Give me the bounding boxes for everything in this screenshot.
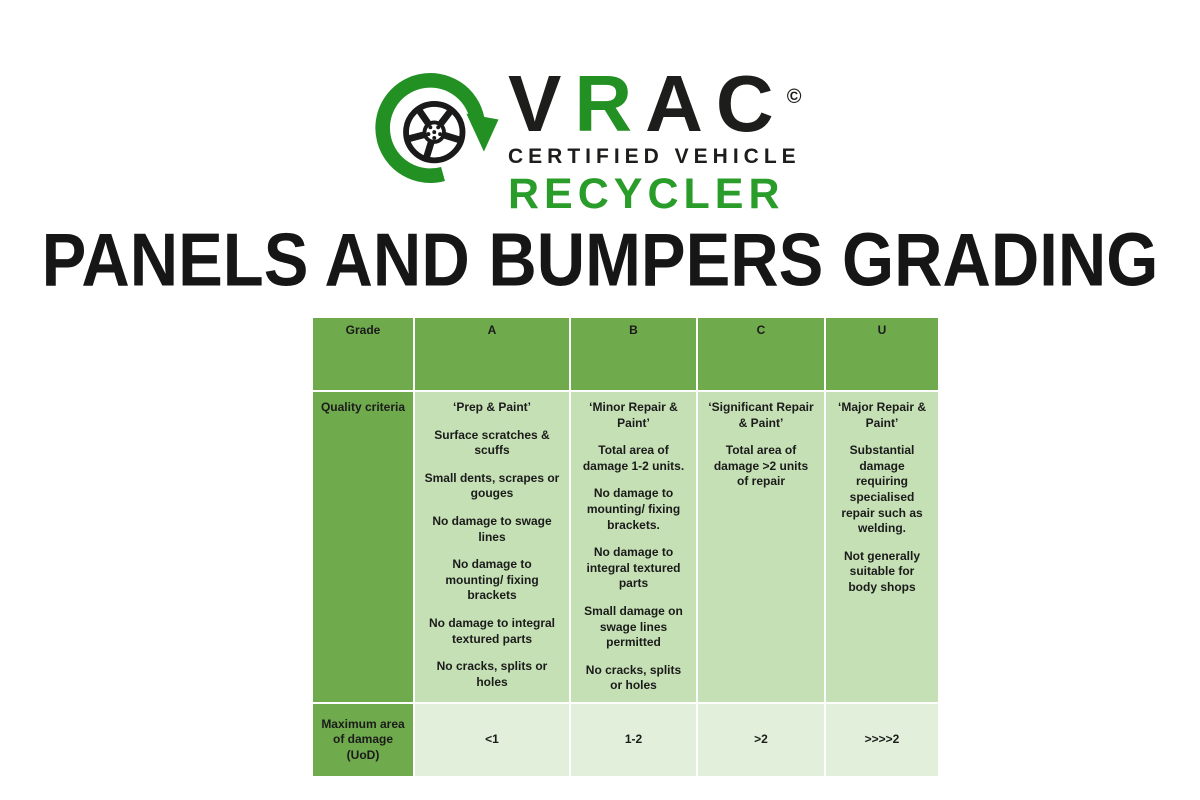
header-col-c: C — [698, 318, 824, 390]
row-label-quality-criteria: Quality criteria — [313, 392, 413, 702]
criteria-item: Small damage on swage lines permitted — [584, 603, 683, 650]
criteria-item: No damage to mounting/ fixing brackets — [445, 557, 539, 603]
header-col-a: A — [415, 318, 569, 390]
criteria-cell-grade-a: ‘Prep & Paint’ Surface scratches & scuff… — [415, 392, 569, 702]
header-grade: Grade — [313, 318, 413, 390]
brand-letter-c: C — [715, 59, 787, 148]
max-damage-grade-u: >>>>2 — [826, 704, 938, 776]
row-label-max-damage: Maximum area of damage (UoD) — [313, 704, 413, 776]
cell-title: ‘Prep & Paint’ — [452, 400, 532, 414]
max-damage-grade-b: 1-2 — [571, 704, 696, 776]
criteria-cell-grade-u: ‘Major Repair & Paint’ Substantial damag… — [826, 392, 938, 702]
max-damage-grade-a: <1 — [415, 704, 569, 776]
criteria-item: Surface scratches & scuffs — [434, 427, 550, 458]
criteria-item: Total area of damage >2 units of repair — [713, 443, 809, 489]
logo-recycler-label: RECYCLER — [508, 170, 785, 218]
recycler-wheel-icon — [375, 73, 499, 183]
cell-title: ‘Significant Repair & Paint’ — [708, 400, 814, 430]
brand-name: VRAC© — [508, 64, 802, 144]
criteria-item: No cracks, splits or holes — [436, 659, 548, 689]
page-title: PANELS AND BUMPERS GRADING — [41, 218, 1159, 303]
logo-text: VRAC© CERTIFIED VEHICLE RECYCLER — [508, 64, 801, 219]
criteria-item: Total area of damage 1-2 units. — [582, 443, 685, 473]
brand-letter-r: R — [574, 59, 646, 148]
header-col-b: B — [571, 318, 696, 390]
criteria-item: No damage to swage lines — [432, 513, 552, 544]
cell-title: ‘Minor Repair & Paint’ — [589, 400, 678, 430]
brand-letter-a: A — [645, 59, 716, 148]
criteria-item: No damage to mounting/ fixing brackets. — [586, 486, 681, 532]
criteria-item: Not generally suitable for body shops — [843, 548, 921, 594]
copyright-icon: © — [786, 86, 802, 108]
criteria-item: No damage to integral textured parts — [428, 615, 556, 646]
brand-letter-v: V — [508, 59, 575, 148]
criteria-item: Small dents, scrapes or gouges — [424, 470, 560, 501]
criteria-item: No damage to integral textured parts — [586, 545, 681, 591]
max-damage-grade-c: >2 — [698, 704, 824, 776]
vrac-logo: VRAC© CERTIFIED VEHICLE RECYCLER — [370, 64, 801, 219]
header-col-u: U — [826, 318, 938, 390]
logo-subtitle: CERTIFIED VEHICLE — [508, 145, 801, 168]
criteria-cell-grade-b: ‘Minor Repair & Paint’ Total area of dam… — [571, 392, 696, 702]
criteria-item: No cracks, splits or holes — [585, 662, 682, 693]
cell-title: ‘Major Repair & Paint’ — [837, 400, 927, 430]
criteria-item: Substantial damage requiring specialised… — [841, 443, 923, 536]
criteria-cell-grade-c: ‘Significant Repair & Paint’ Total area … — [698, 392, 824, 702]
grading-table: Grade A B C U Quality criteria ‘Prep & P… — [313, 318, 938, 776]
